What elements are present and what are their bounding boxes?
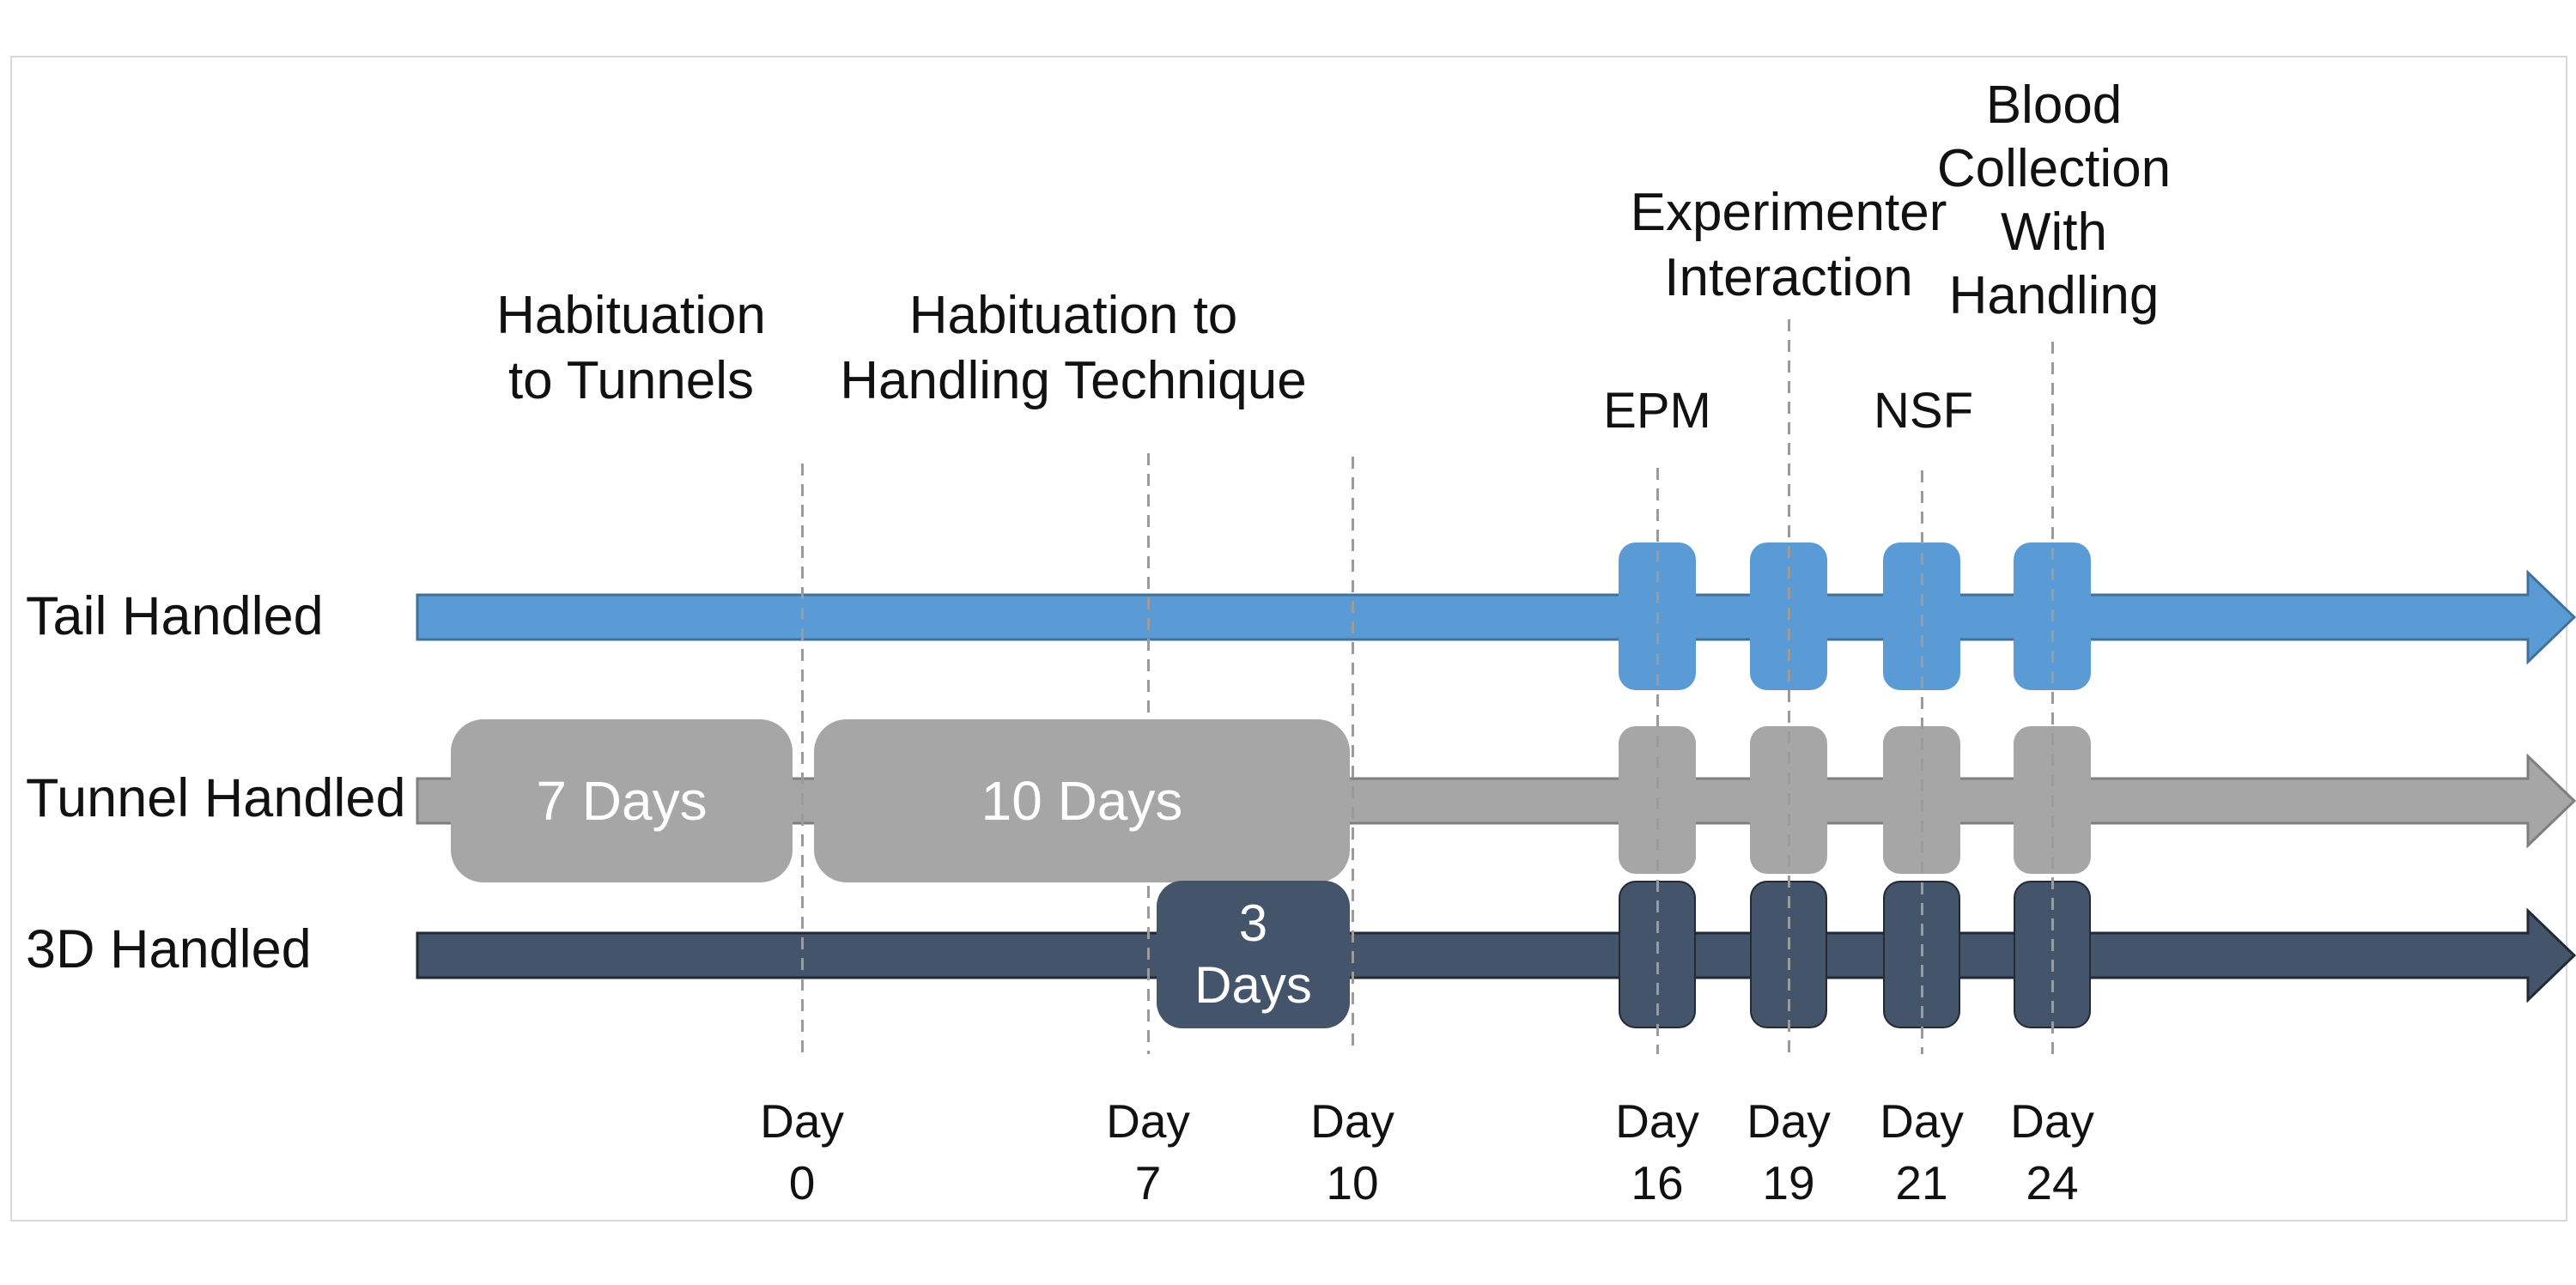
day-label-16: Day 16: [1615, 1094, 1699, 1209]
day-label-19: Day 19: [1747, 1094, 1831, 1209]
day-gridline-19: [1788, 319, 1790, 1054]
duration-box-10-days: 10 Days: [814, 719, 1350, 882]
duration-box-7-days-label: 7 Days: [536, 770, 708, 832]
day-gridline-0: [801, 464, 804, 1054]
day-label-10: Day 10: [1310, 1094, 1394, 1209]
day-gridline-21: [1921, 470, 1923, 1054]
day-label-21: Day 21: [1880, 1094, 1964, 1209]
duration-box-3-days: 3 Days: [1157, 881, 1350, 1028]
phase-label-epm: EPM: [1603, 383, 1711, 439]
day-gridline-10: [1352, 457, 1354, 1054]
duration-box-7-days: 7 Days: [451, 719, 793, 882]
row-label-tunnel-handled: Tunnel Handled: [26, 768, 406, 828]
day-label-0: Day 0: [760, 1094, 844, 1209]
phase-label-blood-collection-with-handling: Blood Collection With Handling: [1936, 76, 2172, 325]
day-gridline-24: [2051, 342, 2054, 1054]
timeline-arrow-3d: [416, 908, 2576, 1003]
3d-arrow-shape: [416, 908, 2576, 1003]
row-label-tail-handled: Tail Handled: [26, 586, 324, 646]
phase-label-nsf: NSF: [1874, 383, 1973, 439]
timeline-arrow-tail: [416, 570, 2576, 664]
tail-arrow-shape: [416, 570, 2576, 664]
row-label-3d-handled: 3D Handled: [26, 919, 312, 979]
day-label-7: Day 7: [1106, 1094, 1190, 1209]
duration-box-3-days-label: 3 Days: [1194, 894, 1312, 1014]
duration-box-10-days-label: 10 Days: [981, 770, 1183, 832]
phase-label-experimenter-interaction: Experimenter Interaction: [1630, 183, 1947, 307]
day-label-24: Day 24: [2010, 1094, 2094, 1209]
phase-label-habituation-to-handling-technique: Habituation to Handling Technique: [840, 286, 1307, 410]
day-gridline-16: [1656, 468, 1659, 1054]
phase-label-habituation-to-tunnels: Habituation to Tunnels: [496, 286, 766, 410]
